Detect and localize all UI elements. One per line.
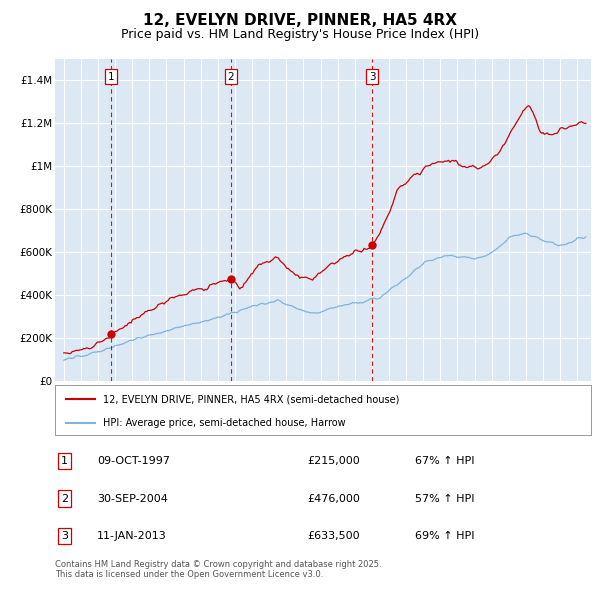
Text: £633,500: £633,500 [307, 531, 360, 540]
Text: 2: 2 [61, 494, 68, 503]
Text: 69% ↑ HPI: 69% ↑ HPI [415, 531, 475, 540]
Text: £215,000: £215,000 [307, 457, 360, 466]
Text: 57% ↑ HPI: 57% ↑ HPI [415, 494, 475, 503]
Text: 3: 3 [61, 531, 68, 540]
Text: 12, EVELYN DRIVE, PINNER, HA5 4RX (semi-detached house): 12, EVELYN DRIVE, PINNER, HA5 4RX (semi-… [103, 394, 400, 404]
Text: 12, EVELYN DRIVE, PINNER, HA5 4RX: 12, EVELYN DRIVE, PINNER, HA5 4RX [143, 13, 457, 28]
Text: 67% ↑ HPI: 67% ↑ HPI [415, 457, 475, 466]
Text: Price paid vs. HM Land Registry's House Price Index (HPI): Price paid vs. HM Land Registry's House … [121, 28, 479, 41]
Text: 30-SEP-2004: 30-SEP-2004 [97, 494, 168, 503]
Text: 2: 2 [227, 72, 234, 81]
Text: 11-JAN-2013: 11-JAN-2013 [97, 531, 167, 540]
Text: 1: 1 [108, 72, 115, 81]
Text: £476,000: £476,000 [307, 494, 360, 503]
Text: 3: 3 [369, 72, 376, 81]
Text: 1: 1 [61, 457, 68, 466]
Text: HPI: Average price, semi-detached house, Harrow: HPI: Average price, semi-detached house,… [103, 418, 346, 428]
Text: Contains HM Land Registry data © Crown copyright and database right 2025.
This d: Contains HM Land Registry data © Crown c… [55, 560, 382, 579]
Text: 09-OCT-1997: 09-OCT-1997 [97, 457, 170, 466]
